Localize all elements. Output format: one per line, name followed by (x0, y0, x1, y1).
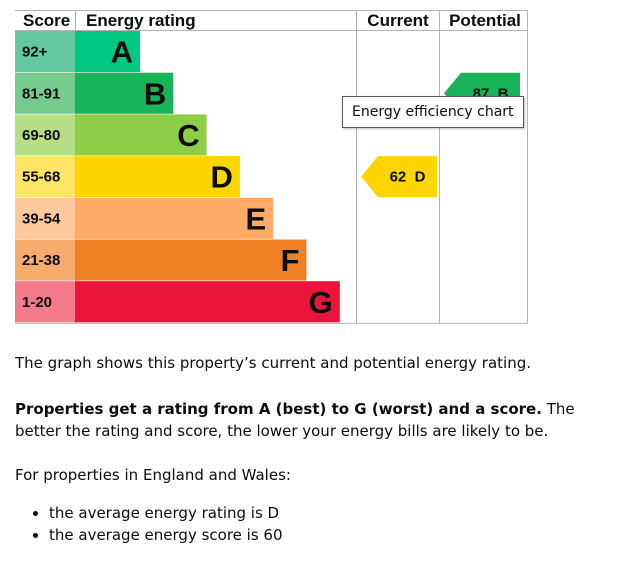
band-bar-d (75, 156, 240, 198)
header-score: Score (23, 11, 70, 30)
band-bar-c (75, 114, 207, 156)
band-range-label: 55-68 (22, 169, 60, 186)
band-letter: D (211, 160, 233, 195)
list-item: the average energy score is 60 (15, 524, 283, 546)
band-letter: G (309, 285, 333, 320)
score-cell (15, 114, 75, 156)
band-range-label: 39-54 (22, 210, 61, 227)
score-cell (15, 31, 75, 73)
band-letter: C (177, 118, 199, 153)
score-cell (15, 72, 75, 114)
list-item: the average energy rating is D (15, 502, 283, 524)
score-cell (15, 239, 75, 281)
band-letter: A (111, 35, 133, 70)
band-range-label: 92+ (22, 44, 48, 61)
current-rating-label: 62 D (390, 169, 426, 186)
band-letter: E (246, 201, 267, 236)
band-bar-g (75, 281, 340, 323)
rating-arrows: 62 D87 B (361, 72, 520, 198)
band-bar-a (75, 31, 140, 73)
header-potential: Potential (449, 11, 521, 30)
chart-description: The graph shows this property’s current … (15, 354, 531, 372)
band-range-label: 69-80 (22, 127, 60, 144)
energy-rating-chart: Score Energy rating Current Potential 92… (15, 10, 528, 324)
rating-info: Properties get a rating from A (best) to… (15, 398, 595, 442)
band-letter: F (281, 243, 300, 278)
band-bar-f (75, 239, 307, 281)
score-cell (15, 281, 75, 323)
band-range-label: 1-20 (22, 294, 52, 311)
band-range-label: 21-38 (22, 252, 60, 269)
region-intro: For properties in England and Wales: (15, 466, 291, 484)
score-cell (15, 156, 75, 198)
band-bar-e (75, 197, 274, 239)
header-energy-rating: Energy rating (86, 11, 196, 30)
band-bar-b (75, 72, 174, 114)
current-arrow (361, 156, 437, 198)
band-letter: B (144, 76, 166, 111)
chart-headers: Score Energy rating Current Potential (23, 11, 521, 30)
rating-info-rest: The better the rating and score, the low… (15, 400, 575, 440)
score-cell (15, 197, 75, 239)
rating-bands: 92+ A 81-91 B 69-80 C 55-68 D 39-54 E 21-38 F 1-20 G (15, 31, 340, 323)
averages-list: the average energy rating is D the avera… (15, 502, 283, 546)
rating-info-bold: Properties get a rating from A (best) to… (15, 400, 542, 418)
chart-tooltip: Energy efficiency chart (342, 96, 524, 128)
band-range-label: 81-91 (22, 85, 60, 102)
header-current: Current (367, 11, 429, 30)
